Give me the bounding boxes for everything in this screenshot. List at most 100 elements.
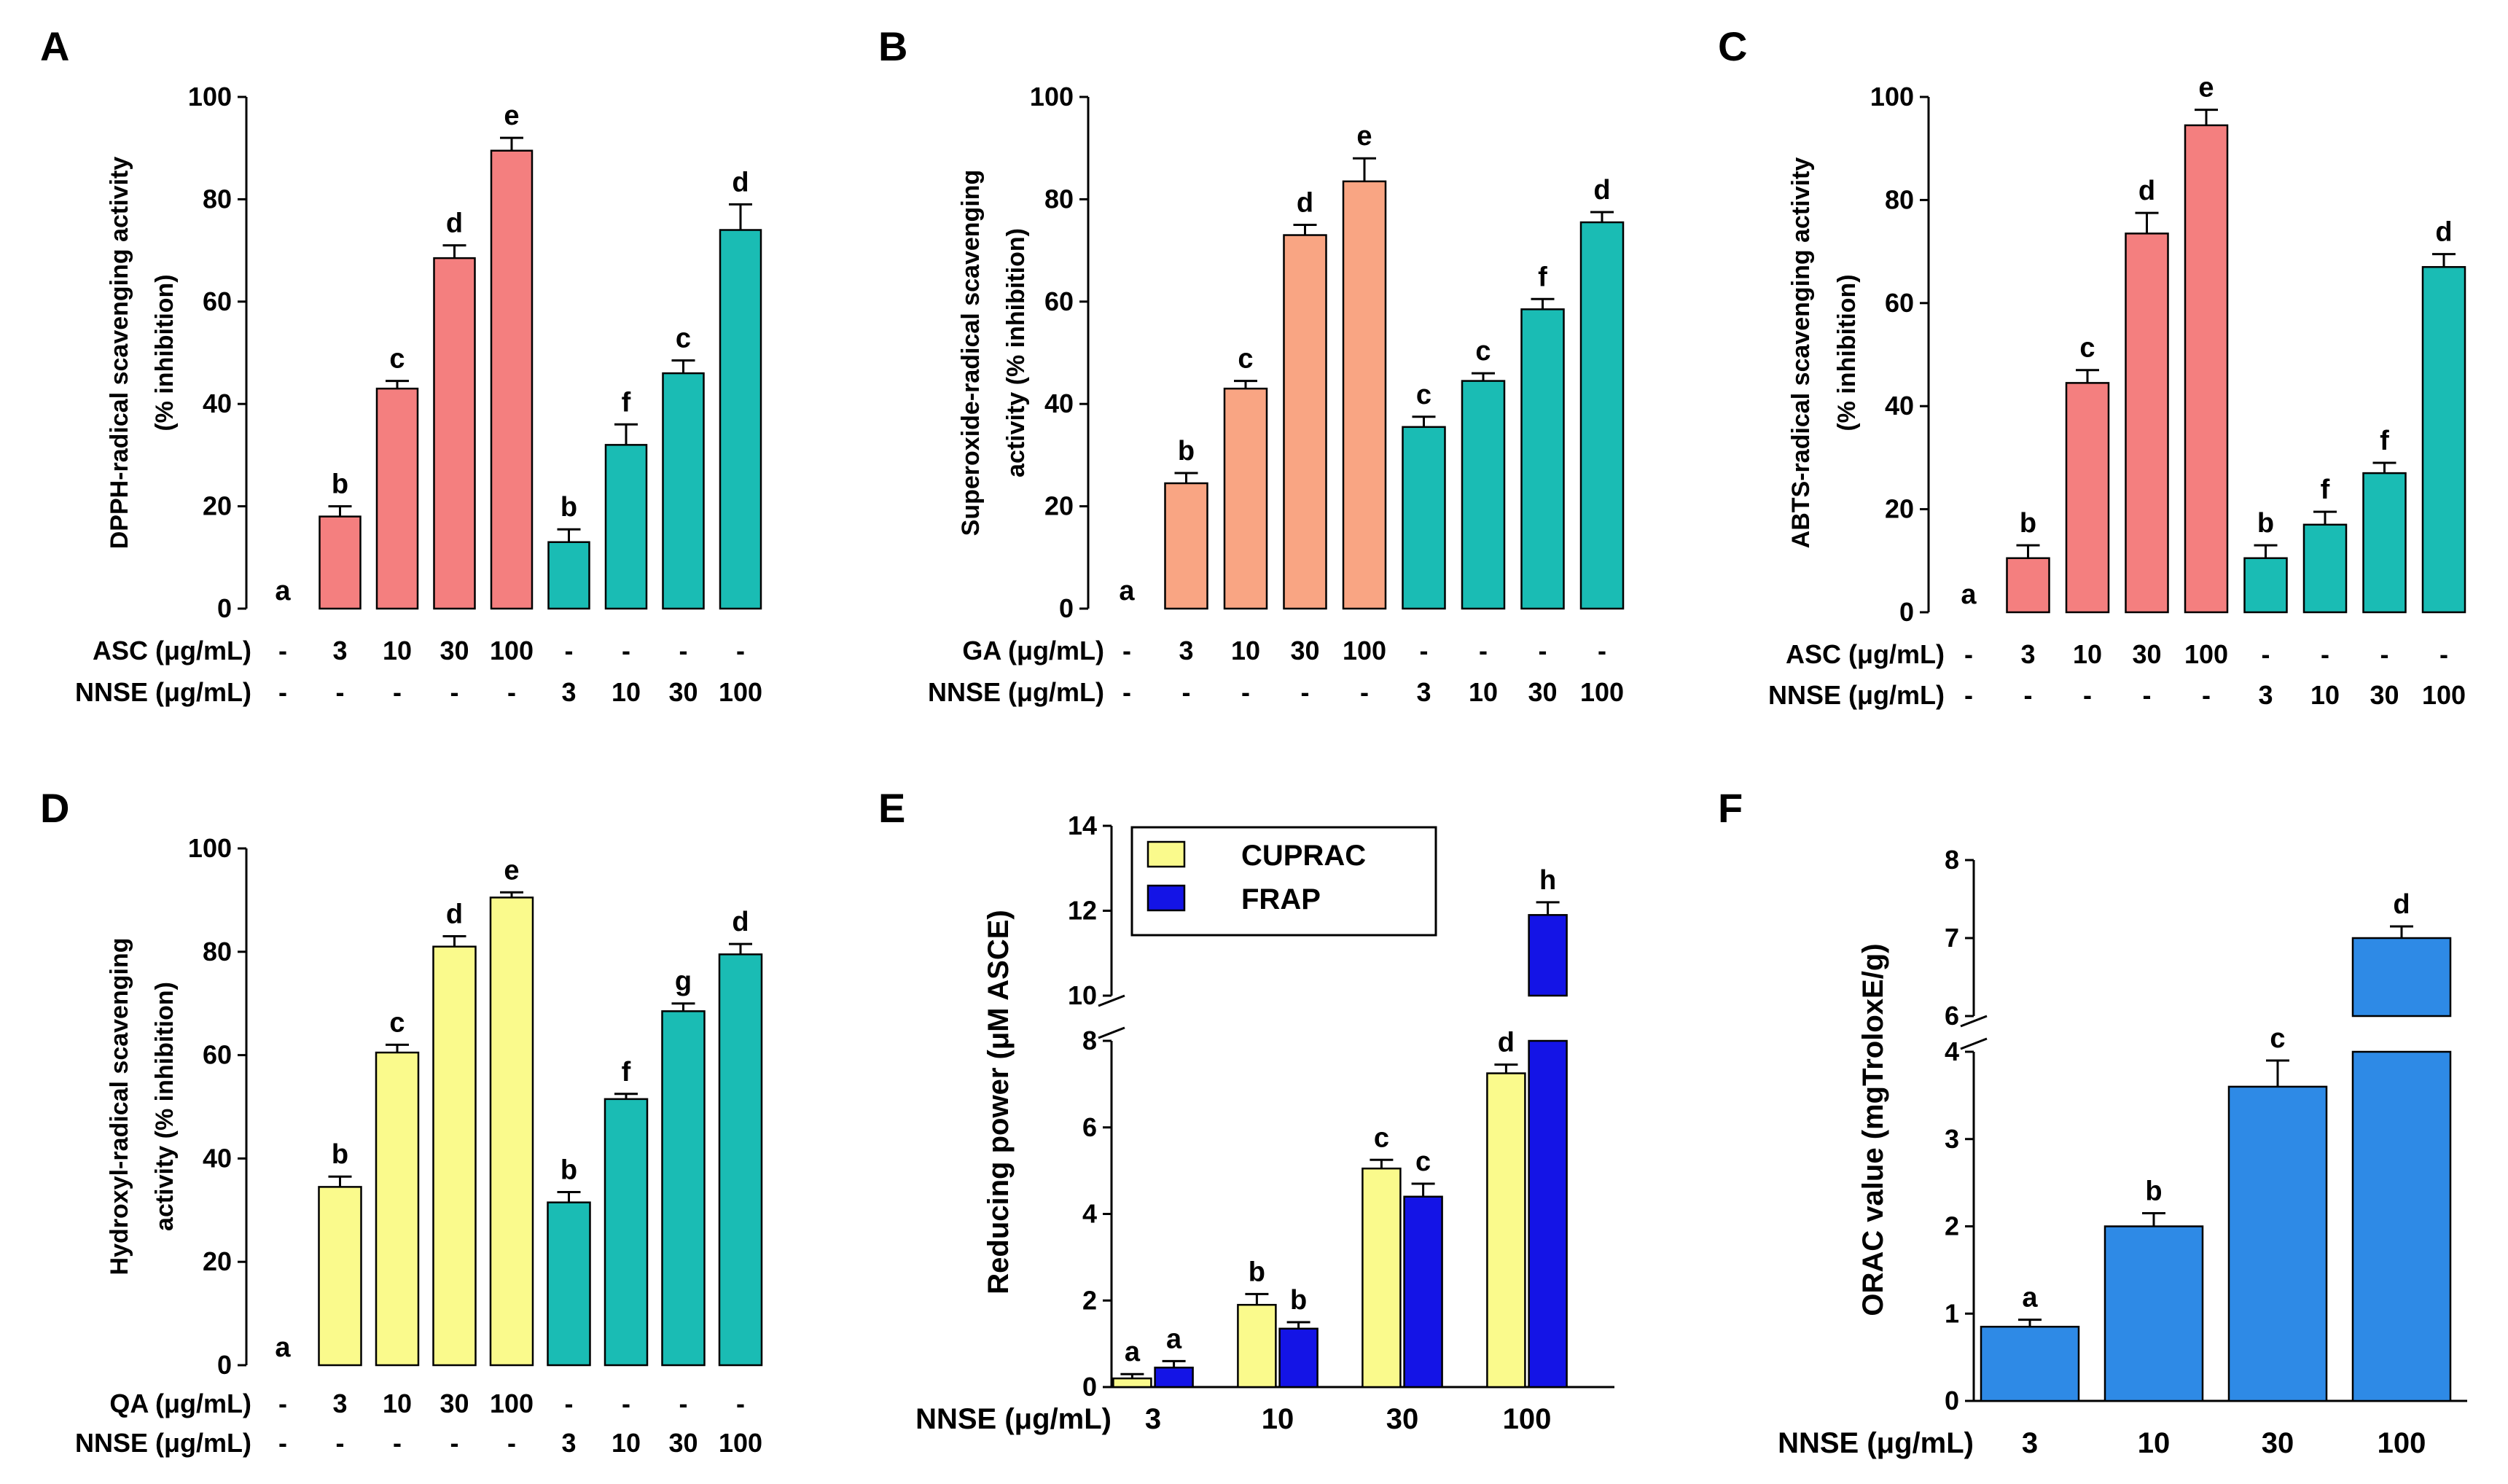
y-axis-label: Hydroxyl-radical scavenging <box>106 938 133 1276</box>
x-tick-label: 100 <box>2378 1427 2426 1459</box>
y-tick-label: 0 <box>217 593 232 623</box>
bar <box>603 1098 649 1367</box>
significance-letter: c <box>2270 1023 2285 1054</box>
treatment-cell: 10 <box>2310 680 2340 710</box>
treatment-cell: 30 <box>1528 677 1557 707</box>
significance-letter: b <box>332 1139 348 1170</box>
treatment-cell: 30 <box>1290 636 1319 665</box>
y-axis-label: DPPH-radical scavenging activity <box>106 157 133 550</box>
y-tick-label: 60 <box>203 286 232 316</box>
y-tick-label: 80 <box>203 184 232 214</box>
y-tick-label: 80 <box>1885 184 1914 214</box>
legend-label: FRAP <box>1241 883 1321 915</box>
significance-letter: d <box>446 899 463 930</box>
y-tick-label: 80 <box>203 937 232 966</box>
y-tick-label: 0 <box>1899 597 1914 627</box>
treatment-cell: - <box>1598 636 1606 665</box>
y-tick-label: 8 <box>1945 845 1959 875</box>
treatment-cell: - <box>278 677 287 707</box>
significance-letter: c <box>676 324 691 354</box>
bar <box>1164 482 1208 610</box>
y-tick-label: 100 <box>188 82 232 112</box>
row-label: ASC (μg/mL) <box>93 636 251 665</box>
treatment-cell: 100 <box>719 677 762 707</box>
treatment-cell: - <box>2380 639 2389 669</box>
treatment-cell: - <box>1122 677 1131 707</box>
bar <box>547 541 590 610</box>
y-tick-label: 100 <box>1870 82 1914 112</box>
bar <box>1486 1072 1526 1389</box>
row-label: ASC (μg/mL) <box>1786 639 1945 669</box>
significance-letter: c <box>389 1007 405 1038</box>
treatment-cell: - <box>1420 636 1429 665</box>
significance-letter: c <box>1238 344 1253 375</box>
treatment-cell: 10 <box>383 636 412 665</box>
treatment-cell: - <box>679 636 688 665</box>
treatment-cell: - <box>1241 677 1250 707</box>
bar <box>490 149 534 610</box>
y-tick-label: 2 <box>1082 1285 1097 1315</box>
row-label: NNSE (μg/mL) <box>75 677 251 707</box>
y-axis-label: activity (% inhibition) <box>151 982 179 1231</box>
bar <box>719 229 762 610</box>
bar <box>718 953 763 1367</box>
treatment-cell: - <box>679 1389 688 1418</box>
treatment-cell: - <box>1122 636 1131 665</box>
significance-letter: f <box>622 1057 631 1087</box>
x-tick-label: 10 <box>1262 1403 1294 1435</box>
treatment-cell: 10 <box>383 1389 412 1418</box>
treatment-cell: 30 <box>440 636 469 665</box>
significance-letter: a <box>275 1332 291 1363</box>
bar <box>2184 124 2229 614</box>
bar <box>1154 1367 1194 1389</box>
significance-letter: c <box>1416 380 1431 410</box>
significance-letter: g <box>675 966 692 997</box>
treatment-cell: - <box>507 677 516 707</box>
y-axis-label: ABTS-radical scavenging activity <box>1787 157 1815 549</box>
treatment-cell: 100 <box>490 1389 534 1418</box>
x-tick-label: 10 <box>2138 1427 2171 1459</box>
bar <box>2351 937 2452 1018</box>
y-tick-label: 40 <box>203 388 232 418</box>
significance-letter: f <box>622 387 631 418</box>
treatment-cell: - <box>450 677 459 707</box>
significance-letter: d <box>2138 176 2155 206</box>
treatment-cell: - <box>507 1428 516 1458</box>
bar <box>604 444 648 610</box>
row-label: GA (μg/mL) <box>962 636 1104 665</box>
significance-letter: d <box>732 907 749 937</box>
significance-letter: a <box>1119 576 1135 606</box>
significance-letter: a <box>1166 1324 1182 1354</box>
y-tick-label: 20 <box>1885 494 1914 524</box>
significance-letter: d <box>2435 217 2452 248</box>
y-tick-label: 60 <box>1885 288 1914 318</box>
bar <box>1980 1325 2080 1402</box>
bar <box>375 1051 420 1367</box>
y-tick-label: 100 <box>188 833 232 863</box>
bar <box>489 897 534 1367</box>
bar <box>1579 221 1625 610</box>
significance-letter: b <box>332 469 348 500</box>
treatment-cell: - <box>2439 639 2448 669</box>
bar <box>2227 1085 2328 1402</box>
significance-letter: f <box>1538 262 1547 292</box>
y-axis-label: (% inhibition) <box>151 274 179 431</box>
treatment-cell: 3 <box>561 677 576 707</box>
treatment-cell: - <box>736 636 745 665</box>
bar <box>1528 1039 1568 1389</box>
treatment-cell: 100 <box>2184 639 2228 669</box>
treatment-cell: - <box>565 636 574 665</box>
treatment-cell: 3 <box>1416 677 1431 707</box>
x-tick-label: 3 <box>1145 1403 1161 1435</box>
treatment-cell: 100 <box>1343 636 1386 665</box>
treatment-cell: 10 <box>1469 677 1498 707</box>
panel-label: C <box>1718 23 1747 69</box>
bar <box>1528 914 1568 997</box>
panel-label: F <box>1718 785 1743 831</box>
treatment-cell: 10 <box>612 1428 641 1458</box>
treatment-cell: - <box>278 1389 287 1418</box>
y-tick-label: 0 <box>1059 593 1074 623</box>
treatment-cell: 3 <box>1179 636 1193 665</box>
treatment-cell: 30 <box>668 1428 698 1458</box>
